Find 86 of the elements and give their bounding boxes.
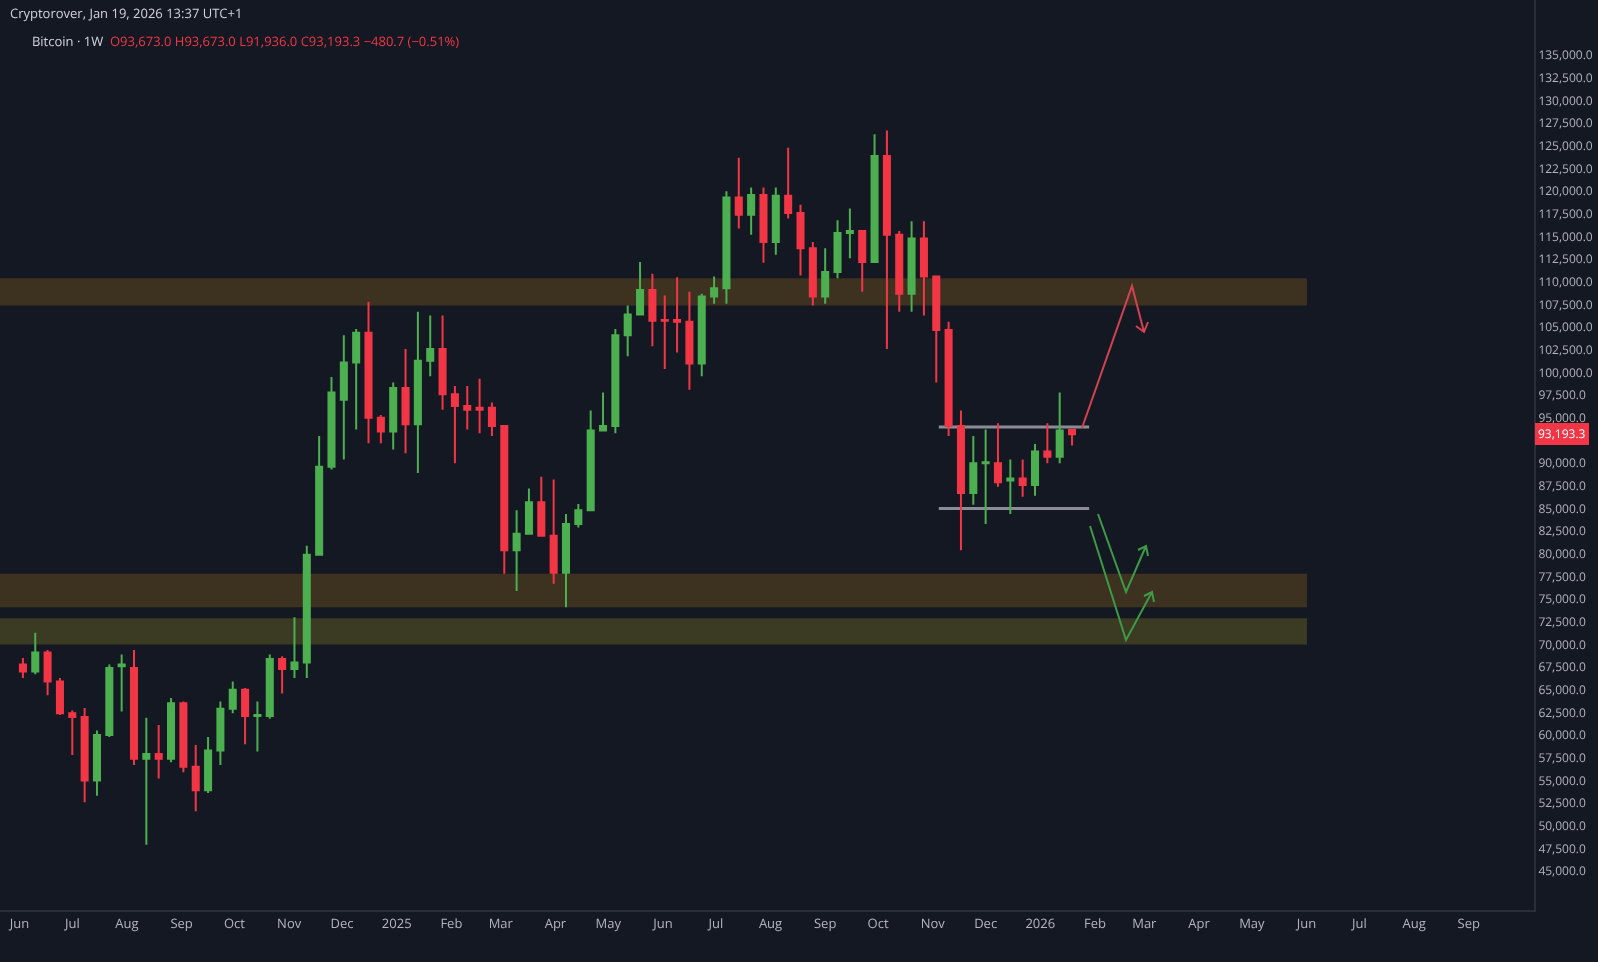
candlestick — [808, 241, 817, 307]
candlestick — [364, 300, 373, 445]
candlestick — [253, 700, 262, 753]
candlestick — [376, 414, 385, 445]
candlestick — [895, 230, 904, 313]
candlestick — [117, 653, 126, 713]
candlestick — [438, 314, 447, 411]
candlestick — [487, 401, 496, 437]
candlestick — [771, 186, 780, 256]
candlestick — [500, 425, 509, 575]
candlestick — [413, 310, 422, 475]
candlestick — [981, 428, 990, 525]
candlestick — [660, 294, 669, 370]
candlestick — [796, 203, 805, 277]
candlestick — [401, 347, 410, 455]
candlestick — [673, 276, 682, 354]
candlestick — [216, 700, 225, 766]
candlestick — [339, 334, 348, 461]
candlestick — [129, 648, 139, 766]
candlestick — [142, 716, 151, 846]
candlestick — [549, 478, 558, 585]
candlestick — [845, 207, 854, 260]
candlestick — [191, 744, 200, 813]
candlestick — [561, 512, 571, 609]
candlestick — [55, 676, 64, 717]
candlestick — [327, 376, 336, 471]
candlestick — [574, 502, 583, 529]
candlestick — [1068, 428, 1077, 447]
candlestick — [636, 260, 645, 317]
candlestick — [228, 680, 237, 715]
candlestick — [154, 724, 163, 780]
candlestick — [944, 320, 953, 437]
candlestick — [1043, 422, 1052, 465]
candlestick — [611, 328, 620, 435]
candlestick — [599, 391, 608, 432]
candlestick — [315, 434, 324, 556]
candlestick — [919, 220, 928, 317]
candlestick — [1055, 391, 1064, 465]
candlestick — [956, 409, 965, 552]
candlestick — [747, 186, 756, 236]
candlestick — [524, 487, 533, 535]
candlestick — [450, 385, 459, 465]
candlestick — [241, 686, 250, 746]
candlestick — [426, 314, 435, 378]
candlestick — [18, 657, 27, 679]
candlestick — [167, 696, 176, 764]
candlestick — [179, 700, 188, 774]
candlestick — [302, 544, 311, 679]
candlestick — [870, 133, 879, 263]
candlestick — [710, 275, 719, 305]
candlestick — [734, 156, 743, 230]
candlestick — [993, 422, 1002, 488]
candlestick — [475, 377, 484, 435]
candlestick — [31, 631, 40, 676]
candlestick — [92, 729, 101, 797]
candlestick — [537, 475, 546, 537]
candlestick — [278, 655, 287, 695]
candlestick — [784, 146, 793, 220]
candlestick — [265, 653, 274, 720]
candlestick — [1006, 458, 1015, 515]
candlestick — [722, 190, 731, 305]
candlestick — [105, 663, 114, 738]
candlestick — [68, 709, 77, 756]
candlestick — [821, 247, 830, 305]
candlestick — [43, 648, 52, 697]
candlestick — [833, 219, 842, 280]
candlestick — [1018, 458, 1027, 498]
candlestick — [969, 434, 978, 506]
candlestick — [882, 129, 891, 350]
candlestick — [907, 220, 916, 313]
candlestick — [685, 290, 694, 391]
candlestick — [697, 292, 706, 378]
candlestick — [512, 509, 521, 592]
candlestick — [858, 230, 867, 293]
candlestick — [389, 381, 398, 451]
candlestick — [586, 409, 595, 512]
candlestick — [463, 385, 472, 431]
candlestick — [1030, 443, 1040, 497]
candlestick — [648, 272, 657, 348]
candlestick — [759, 186, 768, 264]
candlestick — [623, 304, 632, 358]
candlestick — [204, 735, 213, 795]
candlestick — [290, 616, 299, 679]
candlestick — [80, 706, 89, 804]
candlestick — [932, 275, 941, 384]
candlestick — [352, 328, 361, 431]
